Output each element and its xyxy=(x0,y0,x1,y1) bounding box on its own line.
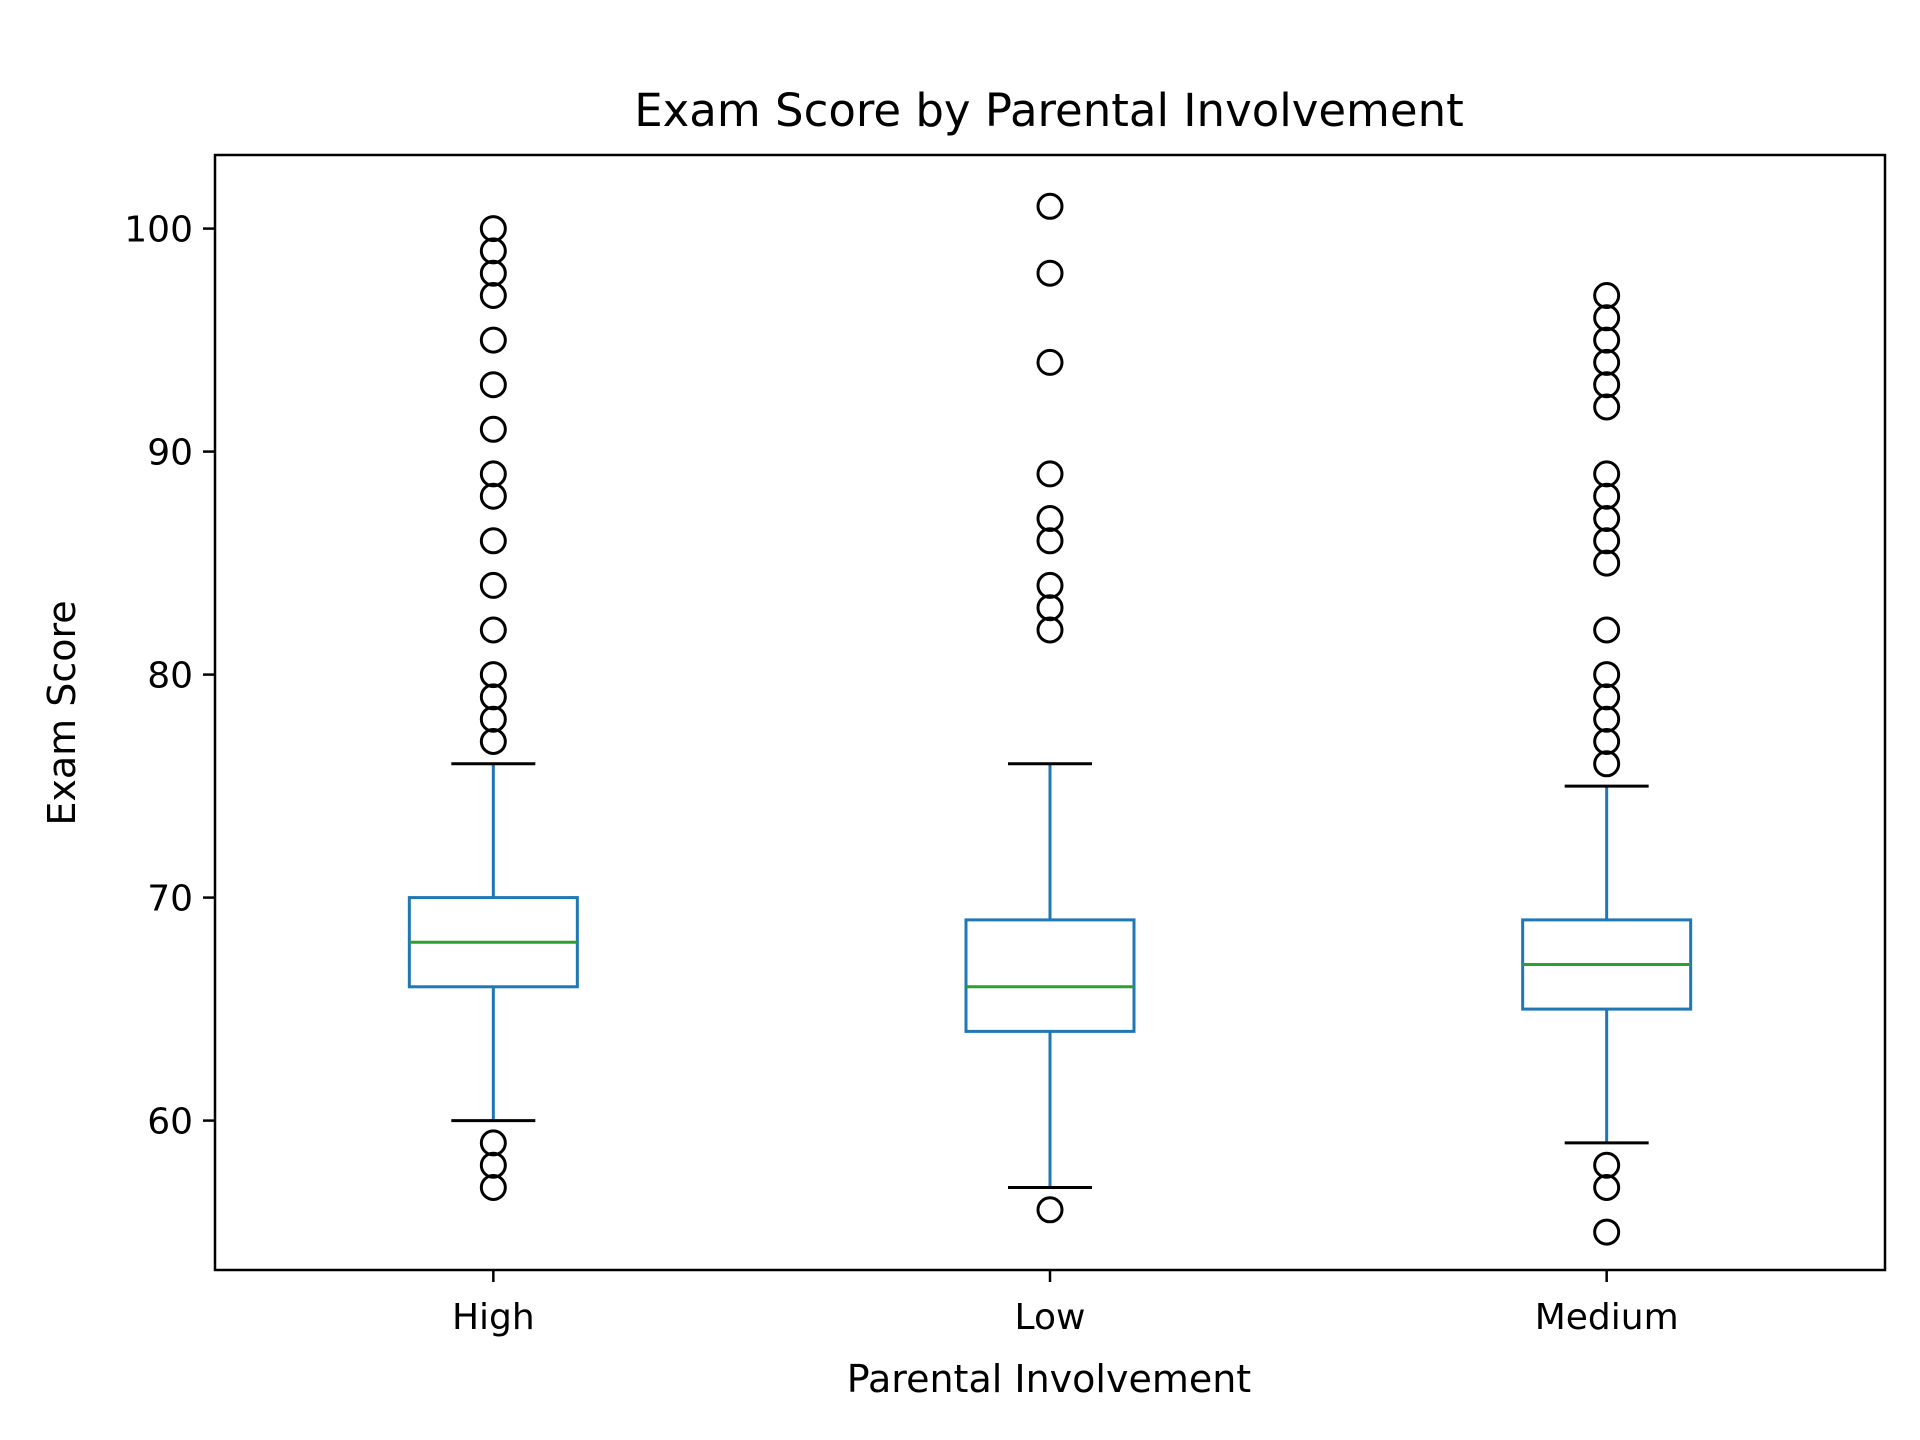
outlier-point xyxy=(1593,750,1621,778)
outlier-point xyxy=(479,259,507,287)
outlier-point xyxy=(1593,527,1621,555)
outlier-point xyxy=(1593,371,1621,399)
outlier-point xyxy=(1593,683,1621,711)
outlier-point xyxy=(1036,348,1064,376)
plot-area xyxy=(407,192,1693,1246)
outlier-point xyxy=(1593,727,1621,755)
outlier-point xyxy=(1593,616,1621,644)
outlier-point xyxy=(1593,705,1621,733)
outlier-point xyxy=(1593,326,1621,354)
x-tick-label: High xyxy=(452,1297,535,1338)
outlier-point xyxy=(1593,1218,1621,1246)
outlier-point xyxy=(1036,460,1064,488)
x-tick-label: Low xyxy=(1015,1297,1086,1338)
x-axis-label: Parental Involvement xyxy=(847,1357,1251,1401)
outlier-point xyxy=(1593,549,1621,577)
outlier-point xyxy=(479,1129,507,1157)
box-group-low xyxy=(964,192,1136,1224)
outlier-point xyxy=(479,527,507,555)
y-axis: 60 70 80 90 100 xyxy=(124,210,215,1143)
outlier-point xyxy=(479,571,507,599)
outlier-point xyxy=(479,683,507,711)
box-group-high xyxy=(407,215,579,1201)
outlier-point xyxy=(1036,192,1064,220)
outlier-point xyxy=(479,1173,507,1201)
outlier-point xyxy=(1036,616,1064,644)
outlier-point xyxy=(1036,504,1064,532)
outlier-point xyxy=(1036,527,1064,555)
outlier-point xyxy=(1593,1151,1621,1179)
outlier-point xyxy=(479,460,507,488)
outlier-point xyxy=(479,1151,507,1179)
outlier-point xyxy=(479,415,507,443)
y-tick-label: 70 xyxy=(147,879,193,920)
outlier-point xyxy=(479,482,507,510)
outlier-point xyxy=(1036,571,1064,599)
outlier-point xyxy=(1593,504,1621,532)
outlier-point xyxy=(1036,1196,1064,1224)
x-axis: High Low Medium xyxy=(452,1270,1679,1338)
outlier-point xyxy=(1593,1173,1621,1201)
outlier-point xyxy=(1593,304,1621,332)
outlier-point xyxy=(479,215,507,243)
box-group-medium xyxy=(1521,281,1693,1246)
chart-title: Exam Score by Parental Involvement xyxy=(634,84,1464,137)
outlier-point xyxy=(1593,482,1621,510)
y-tick-label: 80 xyxy=(147,656,193,697)
outlier-point xyxy=(479,326,507,354)
y-tick-label: 90 xyxy=(147,433,193,474)
outlier-point xyxy=(479,237,507,265)
outlier-point xyxy=(479,371,507,399)
outlier-point xyxy=(479,705,507,733)
outlier-point xyxy=(479,727,507,755)
outlier-point xyxy=(479,281,507,309)
outlier-point xyxy=(479,616,507,644)
outlier-point xyxy=(1036,259,1064,287)
outlier-point xyxy=(1593,393,1621,421)
outlier-point xyxy=(1593,460,1621,488)
y-axis-label: Exam Score xyxy=(40,600,84,825)
x-tick-label: Medium xyxy=(1535,1297,1679,1338)
outlier-point xyxy=(1593,661,1621,689)
outlier-point xyxy=(1593,348,1621,376)
y-tick-label: 100 xyxy=(124,210,193,251)
outlier-point xyxy=(1036,594,1064,622)
outlier-point xyxy=(1593,281,1621,309)
outlier-point xyxy=(479,661,507,689)
iqr-box xyxy=(964,918,1136,1033)
y-tick-label: 60 xyxy=(147,1102,193,1143)
